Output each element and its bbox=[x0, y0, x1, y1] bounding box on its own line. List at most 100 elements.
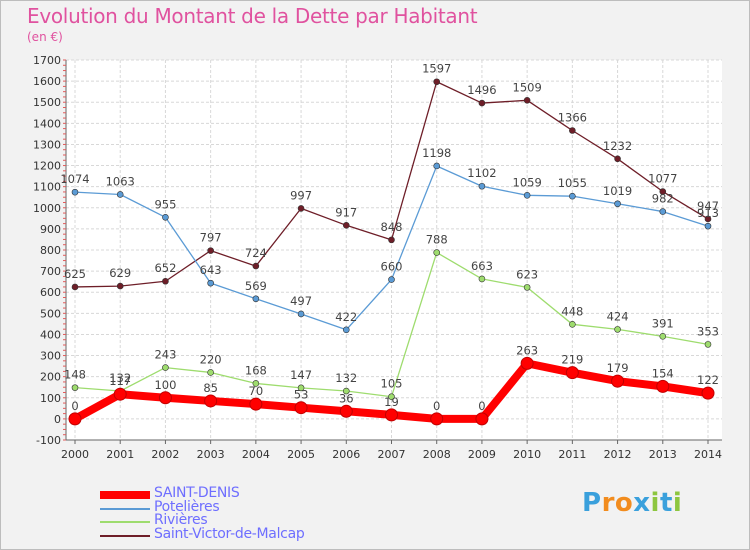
y-tick-label: 500 bbox=[40, 307, 61, 320]
data-label: 724 bbox=[245, 246, 267, 260]
data-label: 1366 bbox=[558, 111, 587, 125]
data-label: 85 bbox=[203, 381, 218, 395]
data-point bbox=[523, 192, 531, 199]
data-point bbox=[342, 222, 350, 229]
data-point bbox=[252, 380, 260, 387]
data-label: 1102 bbox=[467, 166, 496, 180]
data-label: 179 bbox=[607, 361, 629, 375]
data-label: 1232 bbox=[603, 139, 632, 153]
legend-label: Potelières bbox=[154, 498, 220, 515]
data-label: 147 bbox=[290, 368, 312, 382]
data-label: 0 bbox=[433, 399, 440, 413]
data-point bbox=[614, 155, 621, 163]
data-point bbox=[659, 208, 667, 215]
data-point bbox=[433, 78, 441, 86]
data-point bbox=[569, 321, 576, 328]
data-point bbox=[113, 387, 127, 401]
data-point bbox=[659, 188, 667, 195]
y-tick-label: 1700 bbox=[33, 54, 61, 67]
data-point bbox=[704, 341, 712, 348]
data-point bbox=[701, 386, 715, 400]
data-point bbox=[656, 379, 670, 393]
data-label: 663 bbox=[471, 259, 493, 273]
x-tick-label: 2007 bbox=[378, 448, 406, 461]
data-point bbox=[565, 366, 579, 380]
data-point bbox=[297, 384, 305, 392]
data-label: 797 bbox=[200, 231, 222, 245]
data-label: 70 bbox=[249, 384, 264, 398]
x-tick-label: 2001 bbox=[106, 448, 134, 461]
data-point bbox=[523, 97, 531, 104]
data-point bbox=[342, 387, 350, 395]
data-point bbox=[430, 412, 444, 426]
x-tick-label: 2010 bbox=[513, 448, 541, 461]
data-label: 148 bbox=[64, 368, 86, 382]
data-label: 0 bbox=[478, 399, 485, 413]
data-point bbox=[475, 412, 489, 426]
data-point bbox=[297, 310, 305, 318]
data-point bbox=[204, 394, 218, 408]
data-point bbox=[433, 162, 441, 170]
y-tick-label: 900 bbox=[40, 223, 61, 236]
data-point bbox=[520, 356, 534, 370]
y-tick-label: 200 bbox=[40, 371, 61, 384]
data-point bbox=[68, 412, 82, 426]
data-point bbox=[252, 295, 260, 303]
data-point bbox=[704, 222, 712, 230]
data-point bbox=[388, 393, 395, 401]
data-label: 652 bbox=[154, 261, 176, 275]
data-label: 1077 bbox=[648, 172, 677, 186]
data-label: 122 bbox=[697, 373, 719, 387]
data-label: 53 bbox=[294, 388, 309, 402]
y-tick-label: 1600 bbox=[33, 75, 61, 88]
data-point bbox=[388, 236, 395, 244]
data-label: 0 bbox=[71, 399, 78, 413]
y-tick-label: 300 bbox=[40, 350, 61, 363]
y-tick-label: 800 bbox=[40, 244, 61, 257]
data-point bbox=[478, 275, 486, 283]
data-label: 623 bbox=[516, 267, 538, 281]
y-tick-label: 0 bbox=[54, 413, 61, 426]
data-label: 643 bbox=[200, 263, 222, 277]
data-label: 982 bbox=[652, 192, 674, 206]
data-point bbox=[385, 408, 398, 422]
data-point bbox=[252, 262, 260, 270]
legend-swatch bbox=[100, 507, 150, 510]
data-label: 913 bbox=[697, 206, 719, 220]
data-label: 132 bbox=[109, 371, 131, 385]
data-point bbox=[523, 284, 531, 291]
data-point bbox=[611, 374, 625, 388]
data-point bbox=[478, 182, 486, 190]
data-point bbox=[342, 326, 350, 334]
data-point bbox=[71, 188, 79, 196]
data-point bbox=[569, 192, 576, 200]
data-point bbox=[162, 364, 169, 371]
data-label: 391 bbox=[652, 316, 674, 330]
data-point bbox=[433, 249, 441, 256]
data-label: 569 bbox=[245, 279, 267, 293]
x-tick-label: 2013 bbox=[649, 448, 677, 461]
y-tick-label: 1500 bbox=[33, 96, 61, 109]
data-label: 1059 bbox=[513, 175, 542, 189]
data-label: 243 bbox=[154, 348, 176, 362]
data-label: 353 bbox=[697, 324, 719, 338]
data-label: 629 bbox=[109, 266, 131, 280]
x-tick-label: 2012 bbox=[604, 448, 632, 461]
data-point bbox=[704, 215, 712, 223]
x-tick-label: 2004 bbox=[242, 448, 270, 461]
logo-letter: i bbox=[672, 488, 683, 518]
data-point bbox=[294, 401, 308, 415]
data-label: 660 bbox=[381, 260, 403, 274]
data-point bbox=[116, 282, 124, 290]
data-point bbox=[71, 384, 79, 391]
chart-unit: (en €) bbox=[27, 30, 63, 44]
data-point bbox=[297, 205, 305, 212]
data-label: 1198 bbox=[422, 146, 451, 160]
legend-label: Saint-Victor-de-Malcap bbox=[154, 525, 305, 542]
y-tick-label: -100 bbox=[36, 434, 61, 447]
data-label: 36 bbox=[339, 391, 354, 405]
data-point bbox=[162, 277, 169, 285]
x-tick-label: 2005 bbox=[287, 448, 315, 461]
data-point bbox=[158, 391, 172, 405]
logo-letter: x bbox=[633, 488, 651, 518]
